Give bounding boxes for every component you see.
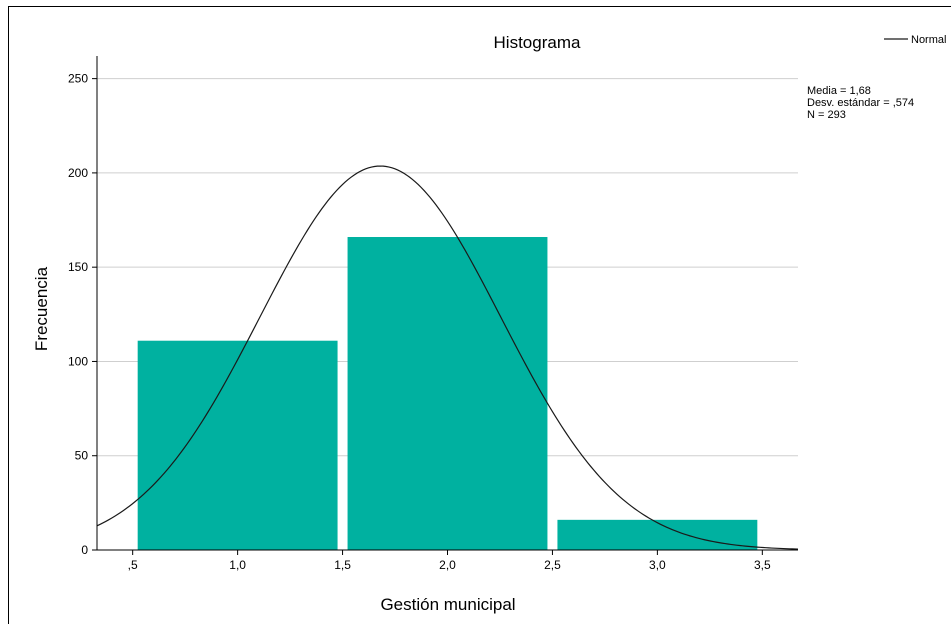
y-tick-label: 100 (68, 354, 88, 368)
x-tick-label: ,5 (128, 558, 138, 572)
y-axis-title: Frecuencia (32, 266, 51, 351)
x-tick-label: 2,5 (544, 558, 561, 572)
stat-n: N = 293 (807, 109, 846, 121)
normal-curve (96, 165, 799, 550)
x-tick-label: 1,5 (334, 558, 351, 572)
y-tick-label: 0 (81, 543, 88, 557)
bars (137, 237, 758, 550)
chart-frame (8, 6, 951, 624)
y-tick-label: 150 (68, 260, 88, 274)
stat-mean: Media = 1,68 (807, 85, 871, 97)
x-tick-label: 3,5 (754, 558, 771, 572)
legend: Normal (884, 34, 946, 46)
x-axis-title: Gestión municipal (380, 595, 515, 614)
y-tick-label: 50 (75, 449, 89, 463)
chart-title: Histograma (494, 33, 581, 52)
x-tick-label: 1,0 (229, 558, 246, 572)
legend-label: Normal (911, 34, 946, 46)
stat-sd: Desv. estándar = ,574 (807, 97, 914, 109)
histogram-bar (347, 237, 548, 550)
y-tick-label: 200 (68, 166, 88, 180)
histogram-bar (557, 519, 758, 550)
x-tick-label: 2,0 (439, 558, 456, 572)
stats-box: Media = 1,68 Desv. estándar = ,574 N = 2… (807, 85, 914, 121)
histogram-bar (137, 340, 338, 550)
x-tick-label: 3,0 (649, 558, 666, 572)
y-tick-label: 250 (68, 72, 88, 86)
axes: 0 50 100 150 200 250 ,5 1,0 1,5 2,0 2,5 3,0 3,5 (68, 56, 798, 572)
